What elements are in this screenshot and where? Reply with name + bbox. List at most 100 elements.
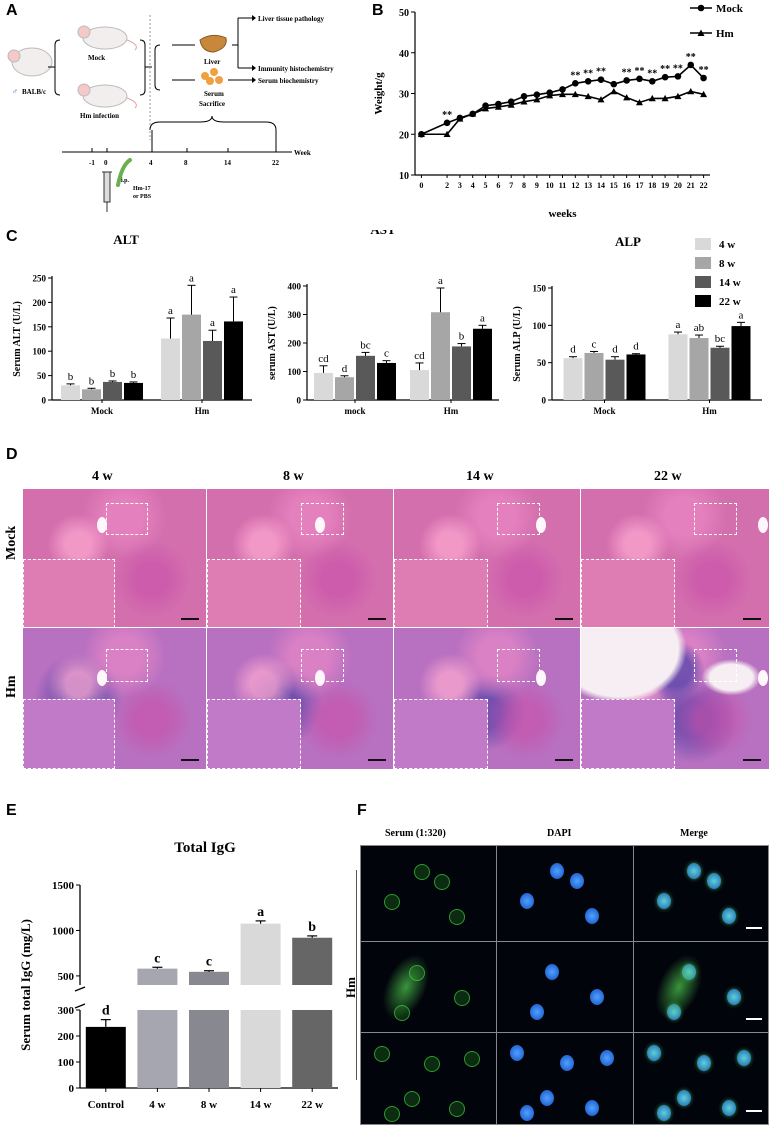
svg-text:Liver: Liver bbox=[204, 58, 220, 66]
serum-icon bbox=[201, 68, 223, 85]
green-cell bbox=[384, 894, 400, 910]
bar-upper bbox=[292, 937, 333, 985]
dapi-nucleus bbox=[510, 1045, 524, 1061]
bar bbox=[473, 328, 492, 400]
legend-label: 4 w bbox=[719, 239, 735, 251]
x-tick-label: Hm bbox=[195, 406, 210, 416]
significance-letter: ab bbox=[694, 322, 705, 334]
significance-letter: a bbox=[257, 905, 264, 920]
significance-letter: a bbox=[676, 319, 681, 331]
y-tick-label: 100 bbox=[288, 367, 302, 377]
x-tick-label: 21 bbox=[687, 181, 695, 190]
bar bbox=[314, 372, 333, 400]
y-tick-label: 40 bbox=[399, 49, 409, 60]
significance-letter: d bbox=[570, 344, 576, 356]
histology-image bbox=[22, 488, 208, 629]
y-tick-label: 50 bbox=[37, 371, 47, 381]
worm-icon bbox=[116, 158, 132, 187]
x-tick-label: 9 bbox=[535, 181, 539, 190]
y-tick-label: 300 bbox=[58, 1005, 75, 1017]
histology-image bbox=[580, 488, 770, 629]
chart-title: Total IgG bbox=[174, 840, 236, 856]
y-tick-label: 300 bbox=[288, 310, 302, 320]
y-tick-label: 500 bbox=[58, 971, 75, 983]
svg-text:i.p.: i.p. bbox=[121, 178, 130, 184]
vessel-shape bbox=[757, 670, 768, 687]
merged-nucleus bbox=[722, 908, 736, 924]
hist-col-8w: 8 w bbox=[283, 469, 304, 484]
fluo-row-bar bbox=[356, 870, 357, 1080]
timeline-ticks: -1 0 4 8 14 22 bbox=[89, 148, 280, 167]
scale-bar bbox=[181, 618, 199, 620]
y-axis-label: Serum ALT (U/L) bbox=[12, 301, 23, 377]
significance-marker: ** bbox=[583, 68, 593, 79]
merged-nucleus bbox=[707, 873, 721, 889]
y-tick-label: 200 bbox=[288, 339, 302, 349]
bar bbox=[731, 326, 751, 400]
magnified-inset bbox=[394, 559, 488, 628]
scale-bar bbox=[746, 1110, 762, 1112]
x-tick-label: 10 bbox=[546, 181, 554, 190]
bar bbox=[82, 389, 101, 400]
male-symbol-icon: ♂ bbox=[12, 87, 18, 96]
bar bbox=[182, 314, 201, 400]
x-tick-label: 8 bbox=[522, 181, 526, 190]
fluorescence-image bbox=[633, 845, 769, 942]
significance-letter: c bbox=[384, 348, 389, 360]
inset-source-box bbox=[496, 649, 540, 683]
x-tick-label: Mock bbox=[91, 406, 113, 416]
bar bbox=[710, 347, 730, 400]
x-tick-label: Control bbox=[88, 1099, 124, 1111]
fluo-col-merge: Merge bbox=[680, 828, 708, 839]
svg-text:8: 8 bbox=[184, 159, 188, 167]
bar bbox=[137, 1010, 178, 1088]
mouse-icon bbox=[77, 83, 137, 109]
svg-text:4: 4 bbox=[149, 159, 153, 167]
scale-bar bbox=[368, 618, 386, 620]
significance-letter: a bbox=[739, 309, 744, 321]
green-cell bbox=[434, 874, 450, 890]
significance-letter: b bbox=[68, 371, 74, 383]
bar bbox=[431, 312, 450, 400]
bar bbox=[61, 385, 80, 400]
x-tick-label: 13 bbox=[584, 181, 592, 190]
inset-source-box bbox=[693, 649, 738, 683]
significance-letter: d bbox=[342, 363, 348, 375]
bar-upper bbox=[137, 968, 178, 985]
series-line-mock bbox=[421, 63, 705, 135]
significance-letter: b bbox=[131, 369, 137, 381]
green-cell bbox=[384, 1106, 400, 1122]
significance-marker: ** bbox=[686, 52, 696, 63]
svg-text:Week: Week bbox=[294, 149, 311, 157]
scale-bar bbox=[555, 618, 573, 620]
vessel-shape bbox=[315, 516, 326, 533]
merged-nucleus bbox=[687, 863, 701, 879]
y-axis-label: serum AST (U/L) bbox=[267, 306, 278, 380]
bar bbox=[103, 381, 122, 400]
svg-text:Hm infection: Hm infection bbox=[80, 112, 119, 120]
panel-letter-a: A bbox=[6, 2, 18, 19]
panel-letter-b: B bbox=[372, 2, 384, 19]
y-axis-label: Serum ALP (U/L) bbox=[512, 306, 523, 382]
fluo-col-serum: Serum (1:320) bbox=[385, 828, 446, 839]
y-tick-label: 200 bbox=[58, 1031, 75, 1043]
vessel-shape bbox=[757, 516, 768, 533]
magnified-inset bbox=[207, 559, 301, 628]
svg-text:Liver tissue pathology: Liver tissue pathology bbox=[258, 15, 324, 23]
bar bbox=[124, 382, 143, 400]
significance-letter: a bbox=[189, 272, 194, 284]
legend-swatch bbox=[695, 295, 711, 307]
significance-letter: c bbox=[206, 955, 212, 970]
dapi-nucleus bbox=[600, 1050, 614, 1066]
bar bbox=[292, 1010, 333, 1088]
fluorescence-image bbox=[360, 1032, 497, 1125]
svg-text:Sacrifice: Sacrifice bbox=[199, 100, 225, 108]
significance-letter: c bbox=[592, 338, 597, 350]
y-tick-label: 10 bbox=[399, 171, 409, 182]
x-tick-label: 4 bbox=[471, 181, 475, 190]
experiment-schematic: ♂ BALB/c Mock Hm infection Liver Serum S… bbox=[7, 15, 334, 212]
y-tick-label: 30 bbox=[399, 90, 409, 101]
x-tick-label: 6 bbox=[496, 181, 500, 190]
hist-row-mock: Mock bbox=[4, 525, 19, 560]
bar bbox=[189, 1010, 229, 1088]
